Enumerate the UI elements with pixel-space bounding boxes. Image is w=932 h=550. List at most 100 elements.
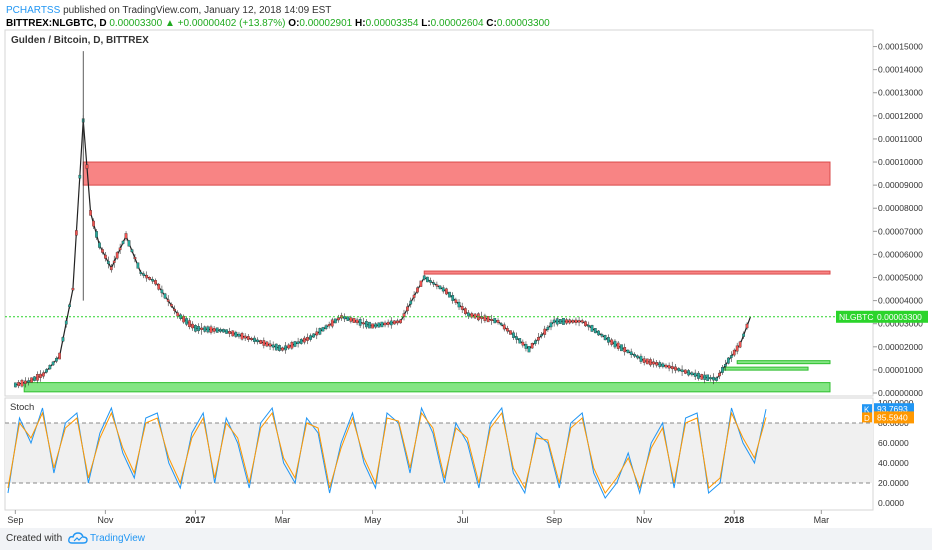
candle-body [645,358,649,365]
candle-body [680,369,684,372]
y-tick-label: 0.00011000 [878,134,923,144]
candle-body [470,313,474,318]
candle-body [664,364,668,368]
candle-body [85,164,89,169]
candle-body [212,328,216,332]
candle-body [505,328,509,332]
candle-body [422,275,426,280]
candle-body [124,233,128,239]
high-value: 0.00003354 [365,18,419,29]
candle-body [718,372,721,377]
y-tick-label: 0.00014000 [878,65,923,75]
candle-body [358,319,362,326]
price-tag-symbol: NLGBTC [839,312,873,322]
candle-body [655,362,659,366]
x-tick-label: Sep [546,515,562,525]
candle-body [502,324,506,330]
candle-body [200,327,204,330]
publish-line: PCHARTSS published on TradingView.com, J… [6,4,550,17]
candle-body [231,330,235,337]
tradingview-brand-link[interactable]: TradingView [90,533,146,544]
y-tick-label: 0.00009000 [878,180,923,190]
tradingview-cloud-icon [68,532,88,544]
stoch-y-tick-label: 40.0000 [878,458,909,468]
candle-body [48,365,52,370]
close-value: 0.00003300 [496,18,550,29]
x-tick-label: Nov [97,515,114,525]
candle-body [36,374,39,381]
candle-body [228,331,232,334]
candle-body [483,315,487,322]
candle-body [603,335,607,341]
candle-body [185,318,188,325]
candle-body [715,377,718,381]
stoch-d-badge-label: D [864,414,870,423]
candle-body [432,282,436,285]
y-tick-label: 0.00001000 [878,365,923,375]
candle-body [139,271,143,274]
zone-support-2 [23,382,831,393]
candle-body [259,340,263,344]
x-tick-label: 2018 [724,515,744,525]
up-triangle-icon: ▲ [164,18,175,29]
candle-body [577,320,581,323]
candle-body [552,319,556,324]
candle-body [667,365,671,369]
candle-body [121,240,125,244]
candle-body [738,341,742,348]
candle-body [296,341,300,344]
candle-body [464,308,467,315]
candle-body [524,343,528,349]
candle-body [540,334,543,337]
candle-body [39,373,42,378]
x-tick-label: Sep [7,515,23,525]
candle-body [330,319,334,327]
y-tick-label: 0.00005000 [878,273,923,283]
candle-body [365,321,368,328]
candle-body [687,370,690,376]
x-tick-label: Mar [275,515,291,525]
candle-body [130,249,134,253]
candle-body [346,316,350,321]
chart-area[interactable]: Gulden / Bitcoin, D, BITTREX 0.00015000 0… [0,0,932,528]
author-link[interactable]: PCHARTSS [6,5,61,16]
candle-body [571,320,575,323]
candle-body [197,326,200,332]
candle-body [78,174,82,179]
candle-body [574,319,578,323]
candle-body [593,328,597,334]
candle-body [377,322,381,328]
candle-body [163,293,167,299]
candle-body [112,260,116,263]
candle-body [127,240,131,247]
stoch-d-line [7,411,767,494]
candle-body [101,249,104,253]
candle-body [703,374,707,380]
candle-body [312,333,316,338]
y-tick-label: 0.00002000 [878,342,923,352]
candle-body [555,318,559,325]
candle-body [33,376,36,381]
stoch-d-badge [862,412,872,423]
low-value: 0.00002604 [430,18,484,29]
candle-body [729,355,733,358]
candle-body [265,341,269,347]
candle-body [309,335,312,340]
candle-body [435,284,439,287]
low-label: L: [421,18,431,29]
y-tick-label: 0.00003000 [878,319,923,329]
candle-body [402,313,406,317]
candle-body [293,341,297,347]
zone-resistance-1 [423,270,831,275]
candle-body [371,323,374,329]
candle-body [709,377,712,380]
close-label: C: [486,18,497,29]
candle-body [493,318,497,324]
candle-body [58,352,61,360]
candle-body [250,337,253,340]
candle-body [157,283,161,290]
candle-body [51,361,55,366]
candle-body [17,382,21,387]
candle-body [386,321,390,325]
x-tick-label: Mar [814,515,830,525]
